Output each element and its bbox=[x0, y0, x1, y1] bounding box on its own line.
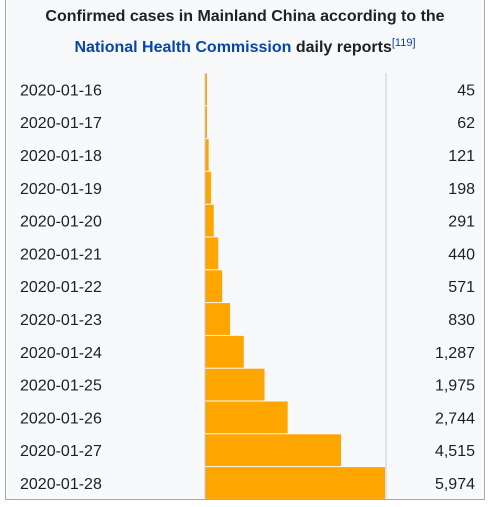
caption-line-1: Confirmed cases in Mainland China accord… bbox=[45, 8, 445, 25]
caption-rest: daily reports bbox=[291, 39, 392, 56]
bar-2020-01-26 bbox=[205, 401, 288, 434]
bar-2020-01-21 bbox=[205, 237, 219, 270]
bar-2020-01-23 bbox=[205, 303, 231, 335]
bar-2020-01-28 bbox=[205, 467, 385, 499]
date-label: 2020-01-28 bbox=[20, 476, 102, 493]
bar-2020-01-24 bbox=[205, 335, 244, 368]
bar-2020-01-22 bbox=[205, 270, 223, 303]
bar-2020-01-18 bbox=[205, 139, 209, 171]
value-label: 830 bbox=[448, 312, 475, 329]
date-label: 2020-01-22 bbox=[20, 279, 102, 296]
value-label: 121 bbox=[448, 148, 475, 165]
value-label: 1,975 bbox=[435, 378, 475, 395]
bar-2020-01-19 bbox=[205, 171, 211, 204]
date-label: 2020-01-25 bbox=[20, 378, 102, 395]
bar-2020-01-25 bbox=[205, 368, 265, 401]
value-label: 440 bbox=[448, 246, 475, 263]
date-label: 2020-01-16 bbox=[20, 82, 102, 99]
date-label: 2020-01-17 bbox=[20, 115, 102, 132]
bar-2020-01-20 bbox=[205, 204, 214, 237]
reference-link[interactable]: [119] bbox=[391, 37, 416, 49]
value-label: 291 bbox=[448, 214, 475, 231]
value-label: 1,287 bbox=[435, 345, 475, 362]
date-label: 2020-01-18 bbox=[20, 148, 102, 165]
date-label: 2020-01-21 bbox=[20, 246, 102, 263]
date-label: 2020-01-27 bbox=[20, 443, 102, 460]
value-label: 2,744 bbox=[435, 410, 475, 427]
value-label: 571 bbox=[448, 279, 475, 296]
bar-2020-01-17 bbox=[205, 106, 207, 139]
date-label: 2020-01-24 bbox=[20, 345, 102, 362]
date-label: 2020-01-20 bbox=[20, 214, 102, 231]
date-label: 2020-01-23 bbox=[20, 312, 102, 329]
nhc-link[interactable]: National Health Commission bbox=[74, 39, 292, 56]
value-label: 62 bbox=[457, 115, 475, 132]
date-label: 2020-01-19 bbox=[20, 181, 102, 198]
value-label: 45 bbox=[457, 82, 475, 99]
chart-caption: Confirmed cases in Mainland China accord… bbox=[0, 4, 490, 61]
bar-2020-01-16 bbox=[205, 73, 207, 106]
date-label: 2020-01-26 bbox=[20, 410, 102, 427]
caption-line-2: National Health Commission daily reports… bbox=[0, 30, 490, 61]
value-label: 5,974 bbox=[435, 476, 475, 493]
bar-2020-01-27 bbox=[205, 434, 342, 467]
value-label: 4,515 bbox=[435, 443, 475, 460]
value-label: 198 bbox=[448, 181, 475, 198]
